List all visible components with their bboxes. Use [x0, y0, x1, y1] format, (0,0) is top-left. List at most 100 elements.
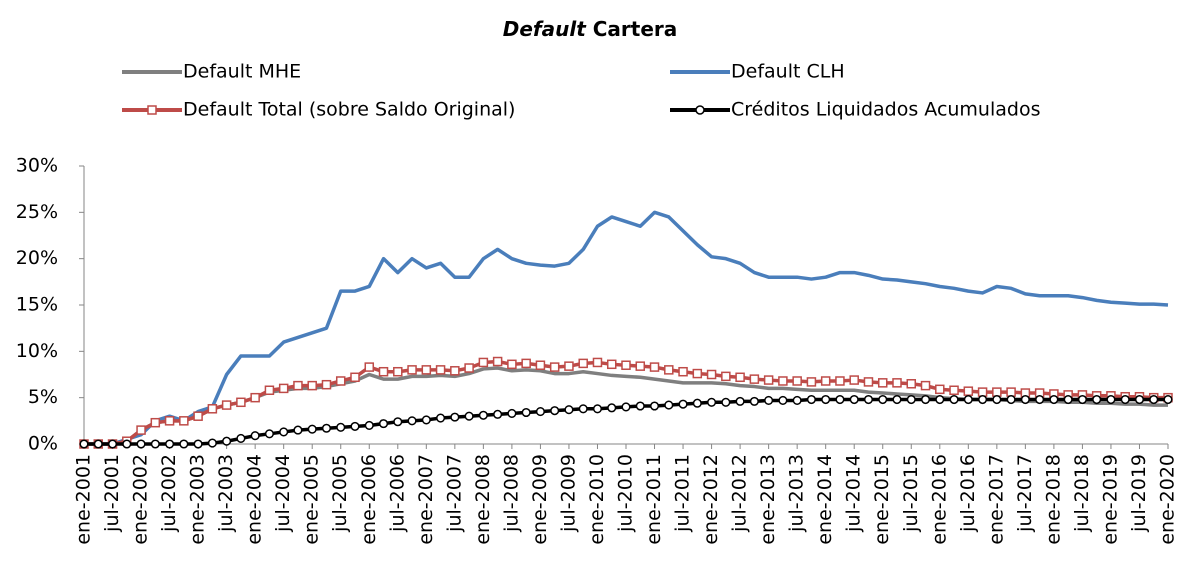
x-tick-label: jul-2004 [272, 454, 294, 533]
data-point [692, 368, 703, 379]
data-point [549, 362, 560, 372]
data-point [849, 375, 859, 385]
x-tick-label: ene-2004 [244, 454, 266, 545]
data-point [721, 397, 731, 407]
data-point [778, 376, 788, 386]
data-point [906, 379, 917, 389]
x-tick-label: jul-2011 [672, 454, 694, 533]
data-point [364, 362, 375, 372]
data-point [335, 376, 346, 386]
data-point [806, 394, 816, 405]
data-point [236, 433, 246, 443]
x-tick-label: ene-2009 [529, 454, 551, 545]
data-point [407, 416, 417, 426]
data-point [79, 439, 89, 449]
data-point [164, 416, 175, 426]
y-tick-label: 25% [16, 201, 58, 223]
data-point [1006, 387, 1016, 397]
data-point [307, 380, 317, 391]
data-point [264, 429, 274, 439]
data-point [264, 385, 275, 396]
data-point [721, 371, 731, 382]
data-point [136, 439, 146, 449]
data-point [435, 365, 446, 375]
data-point [678, 366, 688, 377]
data-point [906, 394, 916, 405]
data-point [749, 396, 759, 406]
data-point [863, 394, 874, 405]
data-point [535, 407, 545, 417]
x-tick-label: jul-2013 [786, 454, 808, 533]
data-point [107, 439, 118, 449]
y-tick-label: 30% [16, 155, 58, 177]
x-tick-label: jul-2005 [329, 454, 351, 533]
y-tick-label: 15% [16, 294, 58, 316]
data-point [350, 421, 360, 431]
data-point [835, 376, 845, 386]
data-point [478, 410, 488, 420]
data-point [635, 361, 646, 371]
data-point [935, 384, 945, 395]
data-point [706, 369, 717, 380]
data-point [592, 357, 603, 368]
data-point [778, 395, 788, 405]
data-point [165, 439, 175, 449]
x-tick-label: jul-2017 [1014, 454, 1036, 533]
data-point [835, 394, 845, 405]
data-point [150, 417, 161, 428]
x-tick-label: jul-2007 [443, 454, 465, 533]
data-point [1149, 394, 1159, 405]
data-point [920, 394, 931, 405]
x-tick-label: ene-2012 [700, 454, 722, 545]
data-point [1092, 394, 1102, 405]
y-tick-label: 5% [28, 386, 58, 408]
data-point [592, 404, 603, 414]
data-point [93, 439, 103, 449]
legend-marker [147, 105, 157, 115]
data-point [1134, 394, 1145, 405]
data-point [321, 379, 332, 390]
data-point [863, 377, 874, 387]
title-bold: Cartera [593, 17, 678, 41]
data-point [735, 396, 745, 406]
data-point [450, 366, 460, 376]
data-point [193, 411, 203, 421]
data-point [521, 358, 531, 369]
data-point [578, 404, 588, 414]
data-point [806, 377, 817, 387]
data-point [992, 394, 1002, 405]
data-point [749, 374, 760, 384]
data-point [935, 394, 945, 405]
data-point [949, 394, 959, 405]
x-tick-label: ene-2018 [1042, 454, 1064, 545]
legend-label: Default CLH [731, 61, 845, 83]
data-point [763, 375, 774, 385]
legend-label: Default MHE [183, 61, 301, 83]
x-tick-label: jul-2010 [615, 454, 637, 533]
x-tick-label: ene-2001 [73, 454, 95, 545]
data-point [464, 363, 474, 373]
data-point [150, 439, 160, 449]
data-point [792, 395, 802, 405]
x-tick-label: ene-2011 [643, 454, 665, 545]
y-tick-label: 20% [16, 247, 58, 269]
x-tick-label: jul-2019 [1128, 454, 1150, 533]
data-point [421, 415, 431, 425]
data-point [649, 362, 660, 372]
data-point [521, 407, 531, 418]
data-point [136, 425, 146, 435]
x-tick-label: jul-2012 [729, 454, 751, 533]
data-point [450, 412, 460, 422]
x-tick-label: jul-2015 [900, 454, 922, 533]
data-point [179, 416, 189, 426]
x-tick-label: jul-2008 [500, 454, 522, 533]
x-tick-label: jul-2014 [843, 454, 865, 533]
data-point [564, 361, 574, 371]
data-point [707, 397, 717, 407]
data-point [963, 394, 973, 405]
data-point [221, 400, 232, 410]
data-point [949, 385, 959, 396]
data-point [664, 400, 674, 410]
data-point [393, 366, 403, 377]
data-point [507, 408, 517, 418]
